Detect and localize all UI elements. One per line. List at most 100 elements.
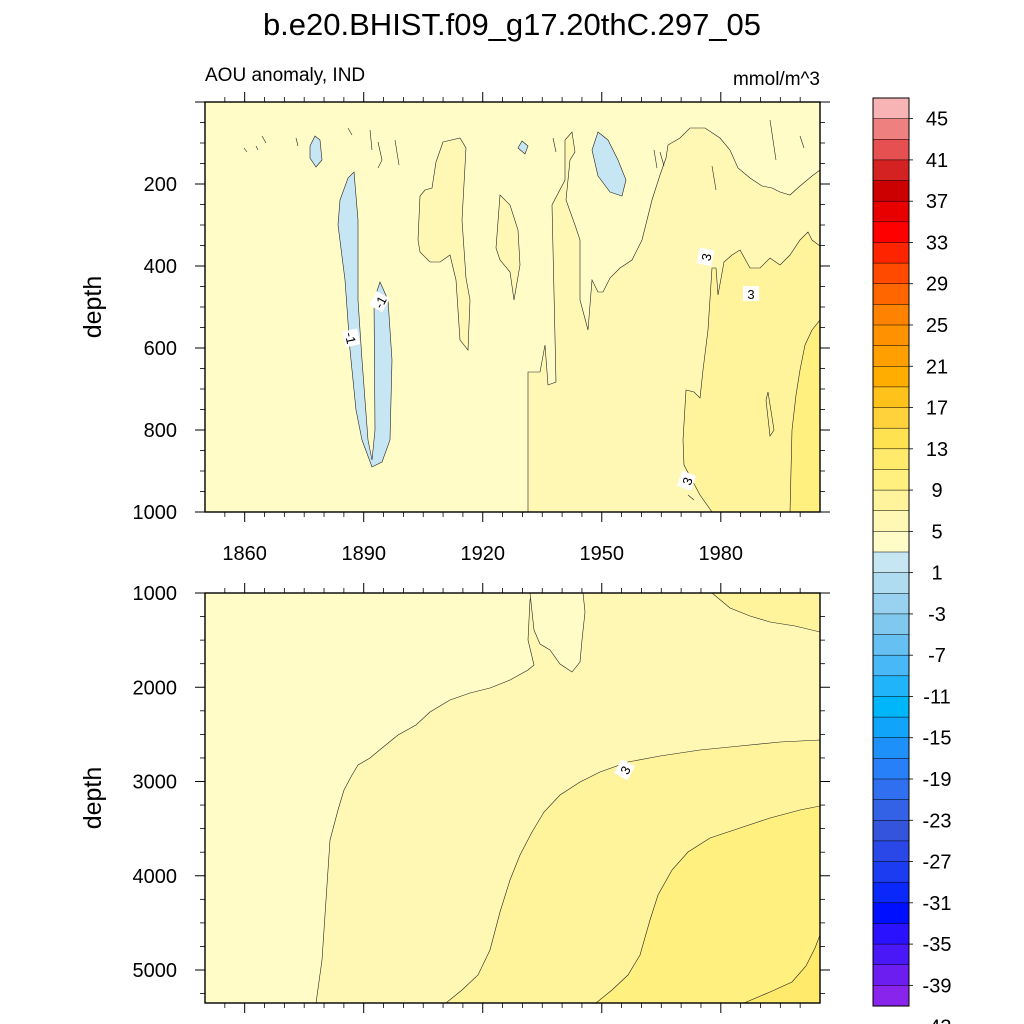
y-tick-label: 200 <box>144 174 177 196</box>
colorbar-frame <box>872 97 910 1007</box>
colorbar-label: -39 <box>923 975 952 997</box>
upper-contour-1-3-region-b <box>417 137 471 351</box>
upper-panel: 1860 1890 1920 1950 1980 200 400 600 800 1000 dep… <box>79 92 830 565</box>
upper-plot-area <box>205 102 820 512</box>
chart-title: b.e20.BHIST.f09_g17.20thC.297_05 <box>263 7 761 42</box>
lower-contour-light-patch <box>529 593 586 673</box>
colorbar-swatch <box>872 943 910 966</box>
lower-panel: 1000 2000 3000 4000 5000 depth 3 <box>79 583 830 1013</box>
colorbar-label: 21 <box>926 356 948 378</box>
colorbar-label: 5 <box>931 521 942 543</box>
colorbar-swatch <box>872 634 910 656</box>
lower-contour-labels: 3 <box>614 759 635 781</box>
colorbar-swatch <box>872 531 910 553</box>
contour-label: 3 <box>696 247 715 267</box>
colorbar-swatch <box>872 118 910 140</box>
contour-label-bg <box>696 247 715 267</box>
colorbar-label: 1 <box>931 563 942 585</box>
colorbar-swatch <box>872 840 910 863</box>
contour-label: 3 <box>676 470 697 491</box>
colorbar-swatch <box>872 469 910 491</box>
colorbar-swatch <box>872 758 910 780</box>
x-tick-label: 1890 <box>341 543 386 565</box>
upper-negative-region-small-3 <box>517 140 529 155</box>
contour-label: -1 <box>369 291 390 313</box>
colorbar-label: 17 <box>926 398 948 420</box>
colorbar-label: 29 <box>926 274 948 296</box>
colorbar-label: 41 <box>926 150 948 172</box>
colorbar-swatch <box>872 180 910 202</box>
upper-contour-1-3-region-c <box>495 194 521 301</box>
y-tick-label: 4000 <box>133 866 178 888</box>
colorbar-swatch <box>872 675 910 698</box>
colorbar-swatch <box>872 407 910 429</box>
colorbar-swatch <box>872 242 910 264</box>
contour-label-text: 3 <box>698 252 714 262</box>
contour-label-bg <box>342 328 361 348</box>
colorbar-swatch <box>872 985 910 1007</box>
colorbar-swatch <box>872 737 910 759</box>
upper-axis-ticks: 1860 1890 1920 1950 1980 200 400 600 800 1000 <box>133 92 830 565</box>
y-tick-label: 3000 <box>133 772 178 794</box>
colorbar-swatch <box>872 696 910 718</box>
y-tick-label: 2000 <box>133 677 178 699</box>
x-tick-label: 1920 <box>460 543 505 565</box>
colorbar-label: -11 <box>923 686 950 708</box>
colorbar-label: -23 <box>923 810 952 832</box>
x-tick-label: 1860 <box>222 543 267 565</box>
colorbar-swatch <box>872 572 910 594</box>
colorbar-label: -19 <box>923 769 952 791</box>
lower-plot-area <box>205 593 820 1003</box>
x-tick-label: 1950 <box>580 543 625 565</box>
colorbar-swatch <box>872 304 910 326</box>
upper-negative-region-main <box>337 171 393 468</box>
contour-label-bg <box>743 286 759 301</box>
colorbar-label: 25 <box>926 315 948 337</box>
colorbar-swatch <box>872 427 910 450</box>
colorbar-swatch <box>872 139 910 161</box>
colorbar-label: -27 <box>923 852 952 874</box>
colorbar-swatch <box>872 262 910 285</box>
contour-label: -1 <box>342 328 361 348</box>
colorbar-swatch <box>872 923 910 945</box>
y-tick-label: 400 <box>144 256 177 278</box>
lower-contour-top-right <box>711 593 820 633</box>
colorbar-label: 9 <box>931 480 942 502</box>
lower-y-axis-label: depth <box>79 767 107 830</box>
contour-label-text: 3 <box>679 475 696 487</box>
chart-units: mmol/m^3 <box>733 69 820 90</box>
y-tick-label: 600 <box>144 338 177 360</box>
colorbar-swatch <box>872 820 910 842</box>
colorbar-label: -7 <box>928 645 946 667</box>
colorbar-label: -31 <box>923 893 952 915</box>
y-tick-label: 5000 <box>133 960 178 982</box>
colorbar-swatch <box>872 861 910 883</box>
colorbar: 45 41 37 33 29 25 21 17 13 9 5 1 -3 -7 -11 -15 -19 -23 -27… <box>872 97 952 1024</box>
colorbar-swatch <box>872 716 910 739</box>
colorbar-swatch <box>872 799 910 821</box>
colorbar-swatch <box>872 159 910 182</box>
contour-label-bg <box>676 470 697 491</box>
colorbar-swatch <box>872 366 910 388</box>
colorbar-swatch <box>872 221 910 244</box>
colorbar-swatch <box>872 489 910 512</box>
colorbar-label: -15 <box>923 728 952 750</box>
contour-label: 3 <box>614 759 635 781</box>
contour-label: 3 <box>743 286 759 302</box>
colorbar-swatch <box>872 97 910 120</box>
contour-label-bg <box>614 759 635 781</box>
colorbar-label: 37 <box>926 191 948 213</box>
colorbar-swatch <box>872 778 910 801</box>
y-tick-label: 1000 <box>133 583 178 605</box>
colorbar-swatch <box>872 593 910 615</box>
contour-label-text: -1 <box>342 331 359 345</box>
x-tick-label: 1980 <box>699 543 744 565</box>
colorbar-label: -3 <box>928 604 946 626</box>
colorbar-swatch <box>872 654 910 677</box>
lower-contour-7-9-region <box>743 934 820 1003</box>
colorbar-label: 33 <box>926 232 948 254</box>
upper-y-axis-label: depth <box>79 276 107 339</box>
contour-label-text: 3 <box>747 287 754 302</box>
lower-axis-ticks: 1000 2000 3000 4000 5000 <box>133 583 830 1013</box>
